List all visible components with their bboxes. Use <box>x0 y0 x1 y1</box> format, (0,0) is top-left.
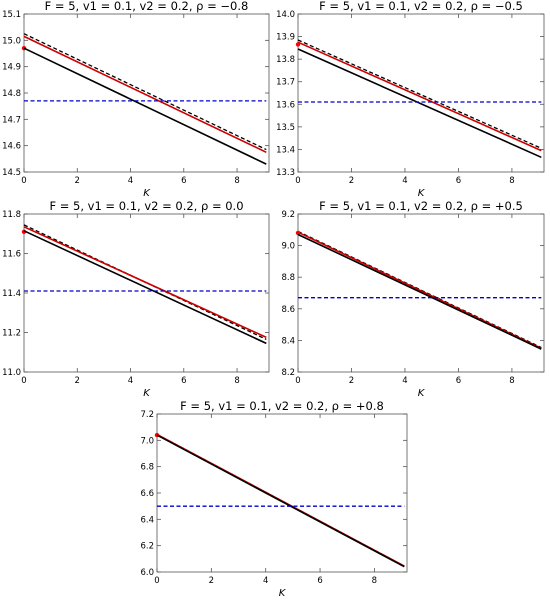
x-tick-label: 2 <box>209 576 214 586</box>
chart-title: F = 5, v1 = 0.1, v2 = 0.2, ρ = 0.0 <box>49 199 243 213</box>
series-marker <box>295 230 301 236</box>
y-tick-label: 11.8 <box>2 210 21 220</box>
x-tick-label: 2 <box>75 376 80 386</box>
y-tick-label: 13.7 <box>276 78 295 88</box>
x-tick-label: 8 <box>509 176 514 186</box>
y-tick-label: 14.9 <box>2 63 21 73</box>
y-tick-label: 15.1 <box>2 10 21 20</box>
chart-title: F = 5, v1 = 0.1, v2 = 0.2, ρ = +0.5 <box>319 199 523 213</box>
chart-panel-3: F = 5, v1 = 0.1, v2 = 0.2, ρ = 0.0 11.0 11… <box>2 199 270 399</box>
y-tick-label: 14.0 <box>276 10 295 20</box>
chart-title: F = 5, v1 = 0.1, v2 = 0.2, ρ = −0.5 <box>319 0 523 13</box>
y-tick-label: 8.2 <box>281 368 295 378</box>
x-axis-label: K <box>418 388 426 399</box>
x-tick-label: 2 <box>349 176 354 186</box>
y-tick-label: 6.6 <box>140 489 154 499</box>
y-tick-label: 8.4 <box>281 336 295 346</box>
plot-frame <box>297 13 545 173</box>
series-marker <box>295 42 301 47</box>
x-tick-label: 0 <box>21 176 26 186</box>
y-tick-label: 9.2 <box>281 210 295 220</box>
y-tick-label: 9.0 <box>281 242 295 252</box>
y-tick-label: 11.0 <box>2 368 21 378</box>
x-tick-label: 4 <box>402 176 407 186</box>
series-line-2 <box>297 231 542 350</box>
chart-panel-2: F = 5, v1 = 0.1, v2 = 0.2, ρ = −0.5 13.3 1… <box>276 0 545 199</box>
plot-frame <box>23 213 270 373</box>
y-tick-label: 8.8 <box>281 273 295 283</box>
y-tick-label: 11.4 <box>2 289 21 299</box>
x-tick-label: 4 <box>128 376 133 386</box>
series-line-4 <box>297 48 542 159</box>
series-line-1 <box>23 33 267 151</box>
y-tick-label: 14.5 <box>2 168 21 178</box>
x-tick-label: 6 <box>181 176 186 186</box>
x-tick-label: 0 <box>295 376 300 386</box>
chart-panel-1: F = 5, v1 = 0.1, v2 = 0.2, ρ = −0.8 14.5 1… <box>2 0 270 199</box>
x-tick-label: 8 <box>234 176 239 186</box>
series-line-4 <box>297 233 542 350</box>
y-tick-label: 6.0 <box>140 568 154 578</box>
series-line-4 <box>23 47 267 165</box>
x-axis-label: K <box>143 188 151 199</box>
x-tick-label: 6 <box>456 376 461 386</box>
y-tick-label: 15.0 <box>2 36 21 46</box>
x-tick-label: 6 <box>317 576 322 586</box>
series-line-2 <box>297 41 542 152</box>
y-tick-label: 14.7 <box>2 115 21 125</box>
plot-frame <box>297 213 545 373</box>
y-tick-label: 7.0 <box>140 436 154 446</box>
series-line-2 <box>23 35 267 154</box>
y-tick-label: 13.3 <box>276 168 295 178</box>
chart-title: F = 5, v1 = 0.1, v2 = 0.2, ρ = +0.8 <box>180 399 384 413</box>
y-tick-label: 6.8 <box>140 463 154 473</box>
x-axis-label: K <box>418 188 426 199</box>
y-tick-label: 6.2 <box>140 542 154 552</box>
chart-panel-4: F = 5, v1 = 0.1, v2 = 0.2, ρ = +0.5 8.2 8.… <box>281 199 545 399</box>
series-line-2 <box>23 226 267 339</box>
y-tick-label: 13.8 <box>276 55 295 65</box>
y-tick-label: 14.6 <box>2 142 21 152</box>
y-tick-label: 6.4 <box>140 515 154 525</box>
x-axis-label: K <box>143 388 151 399</box>
y-tick-label: 11.2 <box>2 329 21 339</box>
x-tick-label: 4 <box>402 376 407 386</box>
y-tick-label: 14.8 <box>2 89 21 99</box>
x-tick-label: 6 <box>181 376 186 386</box>
series-line-1 <box>297 39 542 149</box>
x-tick-label: 4 <box>263 576 268 586</box>
series-line-4 <box>23 230 267 345</box>
y-tick-label: 13.6 <box>276 100 295 110</box>
chart-panel-5: F = 5, v1 = 0.1, v2 = 0.2, ρ = +0.8 6.0 6.… <box>140 399 408 599</box>
y-tick-label: 8.6 <box>281 305 295 315</box>
y-tick-label: 11.6 <box>2 250 21 260</box>
series-line-4 <box>156 434 405 568</box>
x-tick-label: 8 <box>372 576 377 586</box>
y-tick-label: 13.5 <box>276 123 295 133</box>
y-tick-label: 7.2 <box>140 410 154 420</box>
chart-title: F = 5, v1 = 0.1, v2 = 0.2, ρ = −0.8 <box>45 0 249 13</box>
x-axis-label: K <box>279 588 287 599</box>
x-tick-label: 2 <box>75 176 80 186</box>
x-tick-label: 4 <box>128 176 133 186</box>
x-tick-label: 0 <box>21 376 26 386</box>
x-tick-label: 8 <box>509 376 514 386</box>
y-tick-label: 13.9 <box>276 33 295 43</box>
x-tick-label: 0 <box>154 576 159 586</box>
y-tick-label: 13.4 <box>276 145 295 155</box>
x-tick-label: 2 <box>349 376 354 386</box>
x-tick-label: 8 <box>234 376 239 386</box>
x-tick-label: 6 <box>456 176 461 186</box>
x-tick-label: 0 <box>295 176 300 186</box>
